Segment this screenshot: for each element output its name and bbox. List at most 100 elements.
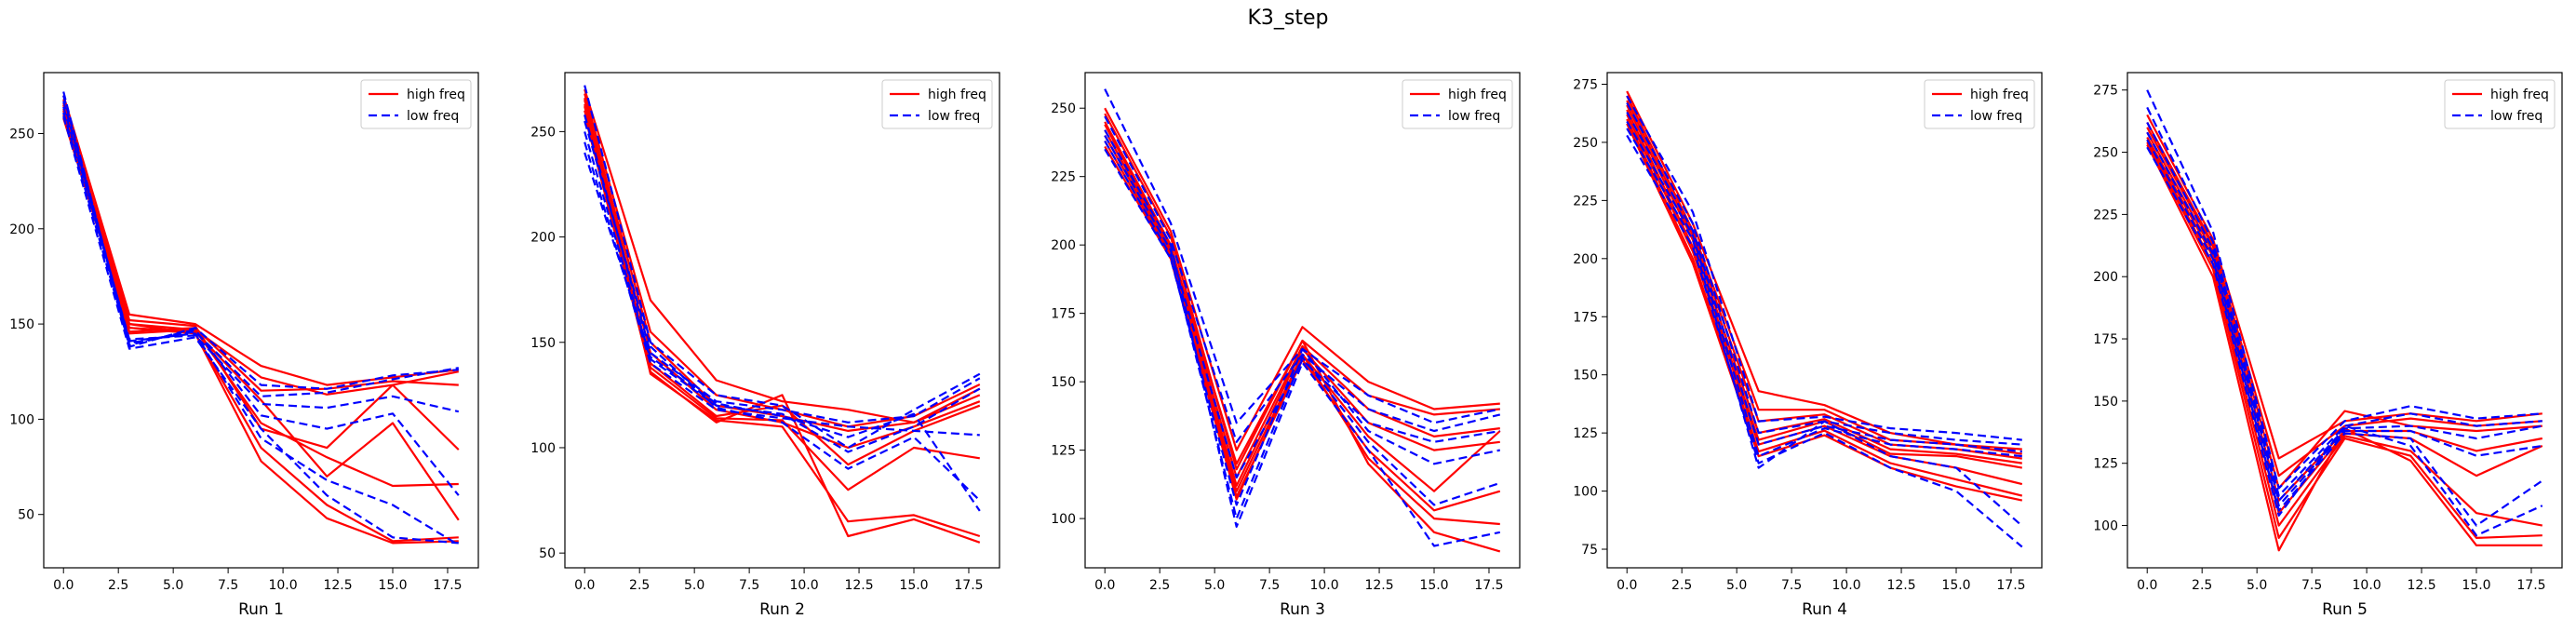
series-line-high-6 xyxy=(584,110,980,491)
y-tick-label: 250 xyxy=(9,127,34,141)
legend: high freq low freq xyxy=(881,79,993,129)
x-tick-label: 2.5 xyxy=(1149,578,1170,593)
x-tick-label: 0.0 xyxy=(574,578,595,593)
legend-label-high: high freq xyxy=(407,87,465,102)
x-tick-label: 17.5 xyxy=(433,578,462,593)
series-line-high-1 xyxy=(62,95,459,386)
y-tick-label: 250 xyxy=(1573,136,1598,151)
y-tick-label: 250 xyxy=(530,125,556,140)
y-tick-label: 225 xyxy=(1573,194,1598,209)
figure-title: K3_step xyxy=(1247,7,1328,30)
series-line-low-12 xyxy=(584,141,980,437)
x-tick-label: 2.5 xyxy=(108,578,128,593)
series-line-high-7 xyxy=(2146,141,2542,540)
subplot-4: 0.0 2.5 5.0 7.5 10.0 12.5 15.0 17.5 75 100 125 150 1… xyxy=(1573,72,2043,619)
y-tick-label: 150 xyxy=(2093,395,2118,410)
y-tick-label: 100 xyxy=(1051,512,1076,527)
y-tick-label: 125 xyxy=(1051,444,1076,459)
series-line-high-7 xyxy=(1626,118,2023,497)
x-tick-label: 12.5 xyxy=(2407,578,2435,593)
series-line-low-10 xyxy=(584,114,981,424)
legend: high freq low freq xyxy=(1924,79,2035,129)
series-line-low-11 xyxy=(2146,121,2543,502)
legend-label-low: low freq xyxy=(407,109,459,124)
y-tick-label: 100 xyxy=(9,412,34,427)
x-tick-label: 7.5 xyxy=(1781,578,1802,593)
axes-frame xyxy=(1606,72,2043,569)
x-tick-label: 12.5 xyxy=(844,578,873,593)
x-tick-label: 5.0 xyxy=(1726,578,1747,593)
subplot-3: 0.0 2.5 5.0 7.5 10.0 12.5 15.0 17.5 100 125 150 175… xyxy=(1051,72,1521,619)
x-axis-label: Run 4 xyxy=(1802,600,1847,619)
y-tick-label: 200 xyxy=(1051,238,1076,253)
x-tick-label: 15.0 xyxy=(2462,578,2490,593)
x-axis-label: Run 5 xyxy=(2322,600,2368,619)
axes-frame xyxy=(43,72,479,569)
x-tick-label: 2.5 xyxy=(1671,578,1692,593)
y-tick-label: 250 xyxy=(1051,101,1076,116)
series-line-low-11 xyxy=(1104,135,1500,479)
x-tick-label: 7.5 xyxy=(739,578,759,593)
x-tick-label: 15.0 xyxy=(1419,578,1448,593)
legend: high freq low freq xyxy=(2444,79,2556,129)
x-tick-label: 7.5 xyxy=(218,578,238,593)
series-line-low-10 xyxy=(1104,115,1501,443)
x-tick-label: 12.5 xyxy=(1886,578,1915,593)
legend-label-low: low freq xyxy=(1970,109,2022,124)
series-line-low-9 xyxy=(584,85,981,450)
y-tick-label: 175 xyxy=(1573,310,1598,325)
x-tick-label: 5.0 xyxy=(163,578,183,593)
y-tick-label: 50 xyxy=(18,508,34,523)
x-axis-label: Run 1 xyxy=(238,600,284,619)
y-tick-label: 75 xyxy=(1581,543,1598,558)
axes-frame xyxy=(1084,72,1521,569)
y-tick-label: 200 xyxy=(2093,270,2118,285)
y-tick-label: 100 xyxy=(1573,485,1598,500)
y-tick-label: 225 xyxy=(2093,208,2118,222)
series-line-high-4 xyxy=(1626,104,2022,464)
series-line-low-9 xyxy=(1626,95,2022,441)
series-line-high-1 xyxy=(1104,107,1500,451)
legend-label-high: high freq xyxy=(928,87,986,102)
x-tick-label: 2.5 xyxy=(629,578,650,593)
series-line-high-5 xyxy=(62,114,459,488)
series-line-low-14 xyxy=(62,115,459,545)
x-tick-label: 10.0 xyxy=(2353,578,2381,593)
series-line-low-14 xyxy=(584,152,981,512)
series-line-low-12 xyxy=(1104,148,1501,506)
series-line-low-11 xyxy=(1626,111,2022,453)
x-tick-label: 12.5 xyxy=(323,578,352,593)
x-tick-label: 7.5 xyxy=(1259,578,1280,593)
series-line-high-8 xyxy=(584,114,981,544)
legend-label-high: high freq xyxy=(2490,87,2549,102)
series-line-low-13 xyxy=(62,101,460,546)
series-line-low-11 xyxy=(62,106,460,413)
x-tick-label: 17.5 xyxy=(2516,578,2545,593)
legend-label-high: high freq xyxy=(1448,87,1507,102)
y-tick-label: 100 xyxy=(530,441,556,456)
series-line-low-13 xyxy=(2146,139,2543,527)
legend: high freq low freq xyxy=(1402,79,1513,129)
series-line-low-14 xyxy=(1104,129,1501,547)
axes-frame xyxy=(564,72,1000,569)
series-line-low-11 xyxy=(584,131,981,453)
series-line-low-14 xyxy=(2146,146,2543,537)
y-tick-label: 275 xyxy=(1573,77,1598,92)
series-line-low-10 xyxy=(2146,106,2542,497)
x-tick-label: 17.5 xyxy=(1474,578,1503,593)
x-tick-label: 17.5 xyxy=(954,578,983,593)
x-tick-label: 0.0 xyxy=(2137,578,2157,593)
x-tick-label: 0.0 xyxy=(53,578,74,593)
x-tick-label: 10.0 xyxy=(1309,578,1338,593)
x-tick-label: 0.0 xyxy=(1094,578,1115,593)
y-tick-label: 175 xyxy=(2093,332,2118,347)
x-tick-label: 5.0 xyxy=(2247,578,2267,593)
subplot-2: 0.0 2.5 5.0 7.5 10.0 12.5 15.0 17.5 50 100 150 200 2… xyxy=(530,72,1000,619)
legend: high freq low freq xyxy=(360,79,472,129)
y-tick-label: 125 xyxy=(1573,426,1598,441)
x-tick-label: 0.0 xyxy=(1617,578,1637,593)
series-line-low-13 xyxy=(1626,128,2023,527)
subplots: 0.0 2.5 5.0 7.5 10.0 12.5 15.0 17.5 50 100 150 200 2… xyxy=(9,72,2563,619)
series-line-low-10 xyxy=(62,95,459,397)
